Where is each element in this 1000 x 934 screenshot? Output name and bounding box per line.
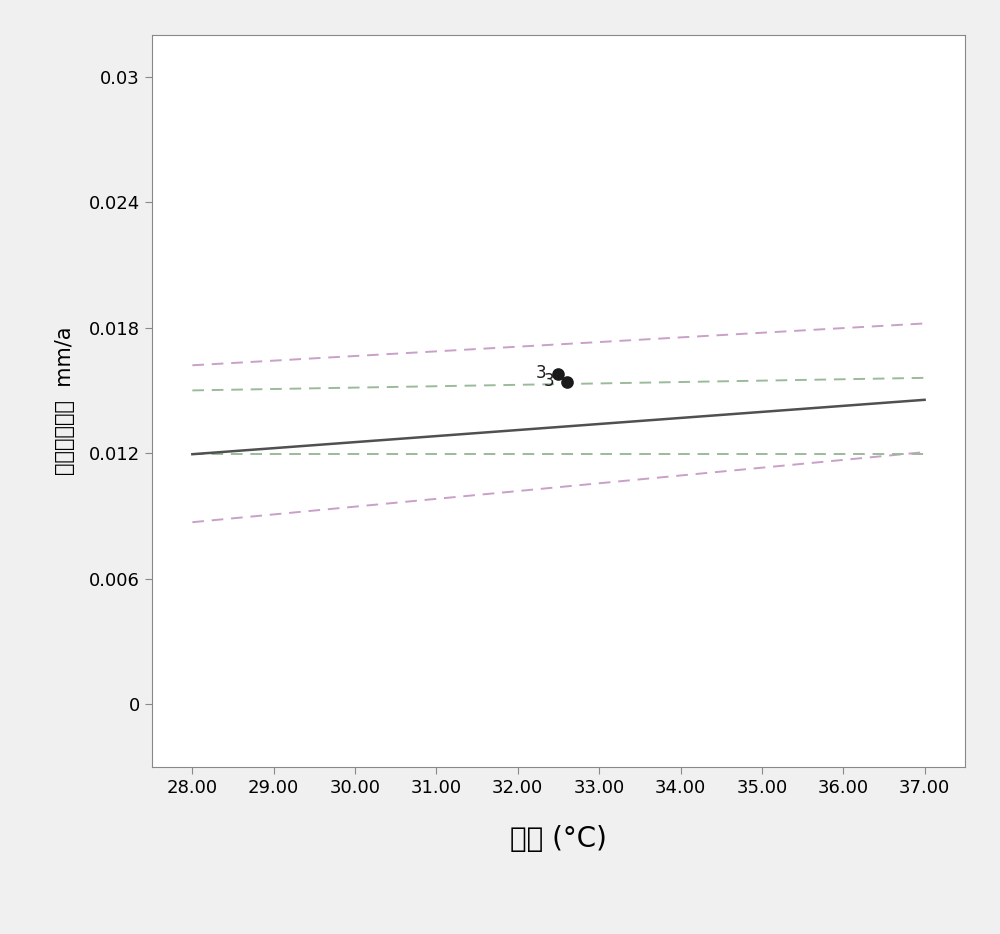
Point [559, 375, 575, 389]
Text: 3: 3 [544, 372, 554, 390]
Text: 3: 3 [536, 363, 546, 382]
Y-axis label: 瞬时腐蚀速率  mm/a: 瞬时腐蚀速率 mm/a [55, 327, 75, 475]
X-axis label: 温度 (°C): 温度 (°C) [510, 825, 607, 853]
Point [550, 366, 566, 381]
